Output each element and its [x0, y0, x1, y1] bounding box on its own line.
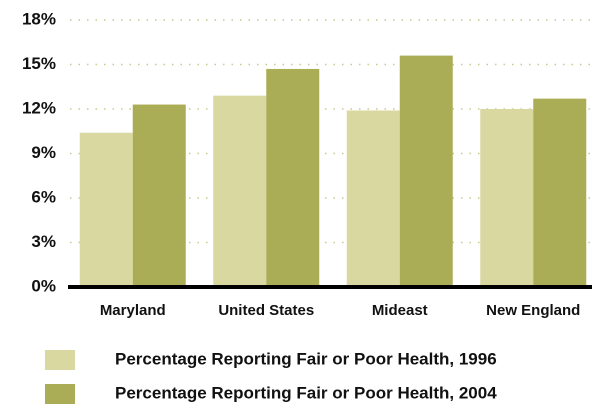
legend-swatch	[45, 384, 75, 404]
bar	[79, 132, 133, 287]
x-tick-label: Maryland	[100, 302, 166, 319]
legend-label: Percentage Reporting Fair or Poor Health…	[115, 349, 497, 368]
y-tick-label: 12%	[22, 98, 56, 117]
bar	[132, 104, 186, 287]
y-tick-label: 15%	[22, 54, 56, 73]
y-tick-label: 0%	[31, 276, 56, 295]
y-tick-label: 3%	[31, 232, 56, 251]
y-tick-label: 6%	[31, 187, 56, 206]
y-tick-label: 9%	[31, 143, 56, 162]
y-tick-label: 18%	[22, 9, 56, 28]
bar	[480, 109, 534, 287]
x-tick-label: New England	[486, 302, 580, 319]
bar	[213, 95, 267, 288]
bar	[399, 55, 453, 287]
bar	[533, 98, 587, 287]
x-tick-label: Mideast	[372, 302, 428, 319]
bar	[346, 110, 400, 287]
legend-swatch	[45, 350, 75, 370]
x-tick-label: United States	[218, 302, 314, 319]
legend-label: Percentage Reporting Fair or Poor Health…	[115, 383, 497, 402]
bar	[266, 68, 320, 287]
